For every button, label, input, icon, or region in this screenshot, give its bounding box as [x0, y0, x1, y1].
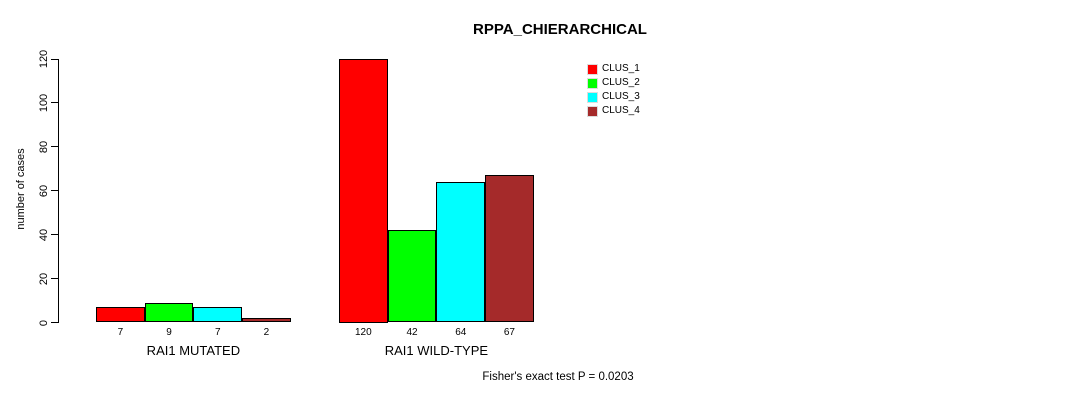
legend-item: CLUS_1 [587, 62, 640, 76]
y-tick-mark [51, 322, 58, 323]
bar-value-label: 7 [214, 327, 221, 338]
y-tick-label: 120 [38, 49, 50, 69]
bar-clus_3 [193, 307, 243, 323]
bar-value-label: 64 [455, 327, 467, 338]
bar-clus_3 [436, 181, 486, 323]
bar-value-label: 2 [263, 327, 270, 338]
y-tick-mark [51, 278, 58, 280]
y-tick-mark [51, 190, 58, 192]
bar-clus_1 [339, 59, 388, 323]
chart-title: RPPA_CHIERARCHICAL [473, 21, 647, 38]
y-tick-mark [51, 102, 58, 104]
legend-swatch-clus_2 [587, 77, 598, 89]
legend: CLUS_1 CLUS_2 CLUS_3 CLUS_4 [587, 62, 640, 118]
y-axis-label: number of cases [15, 148, 27, 230]
legend-label: CLUS_4 [602, 105, 640, 116]
y-tick-mark [51, 234, 58, 236]
x-category-label: RAI1 WILD-TYPE [384, 343, 489, 358]
y-axis-line [58, 59, 59, 323]
legend-swatch-clus_1 [587, 63, 598, 75]
legend-item: CLUS_2 [587, 76, 640, 90]
legend-swatch-clus_4 [587, 105, 598, 117]
y-tick-label: 0 [38, 319, 50, 326]
bar-value-label: 67 [503, 327, 515, 338]
bar-value-label: 42 [406, 327, 418, 338]
y-tick-label: 60 [38, 184, 50, 197]
y-tick-mark [51, 58, 58, 60]
bar-value-label: 7 [117, 327, 124, 338]
y-tick-label: 40 [38, 228, 50, 241]
legend-label: CLUS_2 [602, 77, 640, 88]
y-tick-label: 100 [38, 93, 50, 113]
bar-clus_2 [144, 302, 194, 323]
footer-annotation: Fisher's exact test P = 0.0203 [482, 371, 634, 383]
bar-clus_2 [387, 230, 437, 323]
legend-item: CLUS_3 [587, 90, 640, 104]
x-category-label: RAI1 MUTATED [146, 343, 241, 358]
bar-value-label: 9 [166, 327, 172, 338]
y-tick-label: 20 [38, 272, 50, 285]
legend-item: CLUS_4 [587, 104, 640, 118]
bar-clus_4 [485, 175, 534, 323]
y-tick-mark [51, 146, 58, 148]
y-tick-label: 80 [38, 140, 50, 153]
legend-swatch-clus_3 [587, 91, 598, 103]
bar-value-label: 120 [355, 327, 372, 338]
bar-clus_4 [242, 318, 291, 323]
bar-clus_1 [96, 307, 145, 323]
legend-label: CLUS_3 [602, 91, 640, 102]
legend-label: CLUS_1 [602, 63, 640, 74]
